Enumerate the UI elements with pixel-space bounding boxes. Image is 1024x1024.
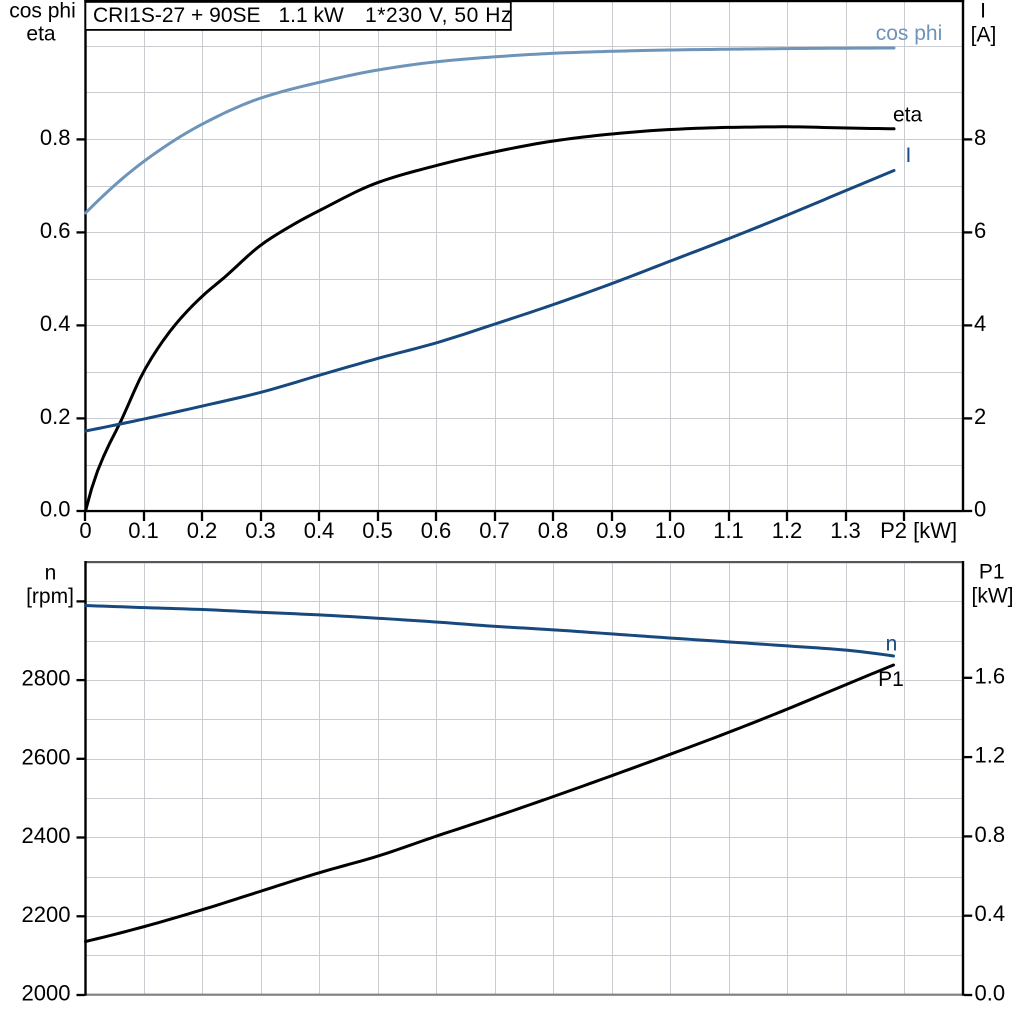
svg-text:I: I: [980, 0, 986, 23]
svg-text:0.0: 0.0: [40, 497, 71, 522]
svg-text:I: I: [905, 144, 911, 167]
svg-text:6: 6: [974, 218, 986, 243]
svg-text:2600: 2600: [22, 744, 71, 769]
svg-text:1.1 kW: 1.1 kW: [279, 4, 345, 27]
svg-text:n: n: [886, 633, 898, 656]
svg-text:0.6: 0.6: [40, 218, 71, 243]
svg-text:n: n: [45, 562, 57, 585]
svg-text:1.2: 1.2: [975, 743, 1006, 768]
svg-text:1.1: 1.1: [713, 518, 744, 543]
svg-text:cos phi: cos phi: [876, 22, 943, 45]
svg-text:eta: eta: [26, 23, 56, 46]
svg-text:1*230 V, 50 Hz: 1*230 V, 50 Hz: [365, 4, 512, 27]
svg-text:2400: 2400: [22, 823, 71, 848]
svg-text:0.7: 0.7: [479, 518, 510, 543]
svg-text:8: 8: [974, 125, 986, 150]
svg-text:1.3: 1.3: [830, 518, 861, 543]
svg-text:0.5: 0.5: [362, 518, 393, 543]
svg-text:[rpm]: [rpm]: [26, 585, 74, 608]
svg-text:2800: 2800: [22, 666, 71, 691]
svg-text:0.4: 0.4: [975, 901, 1006, 926]
svg-text:0.1: 0.1: [128, 518, 159, 543]
svg-text:0.8: 0.8: [975, 822, 1006, 847]
svg-text:2200: 2200: [22, 902, 71, 927]
svg-text:1.0: 1.0: [655, 518, 686, 543]
svg-text:P1: P1: [878, 668, 904, 691]
svg-text:0.4: 0.4: [40, 311, 71, 336]
svg-text:0.8: 0.8: [538, 518, 569, 543]
svg-text:0.2: 0.2: [187, 518, 218, 543]
svg-text:P1: P1: [979, 560, 1005, 583]
svg-text:[A]: [A]: [971, 24, 997, 47]
svg-text:1.6: 1.6: [975, 663, 1006, 688]
svg-text:P2 [kW]: P2 [kW]: [880, 518, 957, 543]
svg-text:2: 2: [974, 404, 986, 429]
svg-text:0.0: 0.0: [975, 981, 1006, 1006]
svg-text:0.6: 0.6: [421, 518, 452, 543]
svg-text:[kW]: [kW]: [972, 585, 1014, 608]
svg-text:0.2: 0.2: [40, 404, 71, 429]
svg-text:0: 0: [79, 518, 91, 543]
svg-text:1.2: 1.2: [772, 518, 803, 543]
svg-text:cos phi: cos phi: [9, 0, 76, 23]
svg-text:4: 4: [974, 311, 986, 336]
svg-text:0: 0: [974, 497, 986, 522]
svg-text:0.8: 0.8: [40, 125, 71, 150]
svg-text:0.3: 0.3: [245, 518, 276, 543]
svg-text:eta: eta: [893, 104, 923, 127]
svg-text:0.9: 0.9: [596, 518, 627, 543]
svg-text:CRI1S-27 + 90SE: CRI1S-27 + 90SE: [93, 4, 261, 27]
svg-text:2000: 2000: [22, 981, 71, 1006]
svg-text:0.4: 0.4: [304, 518, 335, 543]
